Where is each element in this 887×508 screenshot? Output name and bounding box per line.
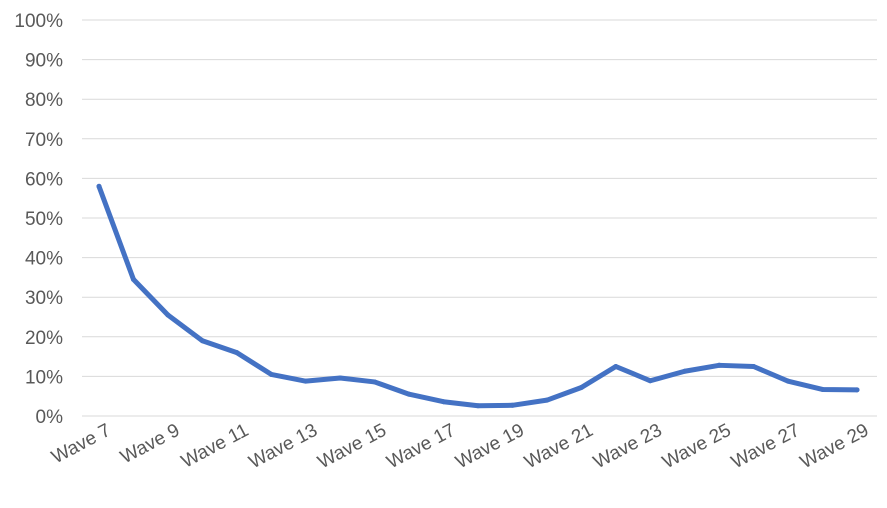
y-tick-label: 30%: [25, 288, 63, 309]
y-tick-label: 60%: [25, 169, 63, 190]
x-tick-label: Wave 19: [452, 420, 527, 473]
data-point: [130, 276, 136, 282]
data-point: [96, 183, 102, 189]
data-point: [854, 387, 860, 393]
data-point: [372, 379, 378, 385]
data-point: [199, 338, 205, 344]
x-tick-label: Wave 23: [590, 420, 665, 473]
y-tick-label: 80%: [25, 90, 63, 111]
data-point: [751, 364, 757, 369]
y-tick-label: 10%: [25, 367, 63, 388]
data-point: [406, 391, 412, 397]
data-point: [268, 371, 274, 377]
data-point: [441, 399, 447, 405]
y-tick-label: 100%: [14, 11, 63, 32]
data-point: [785, 378, 791, 384]
y-tick-label: 90%: [25, 51, 63, 72]
x-tick-label: Wave 9: [117, 420, 183, 468]
data-point: [578, 384, 584, 390]
data-point: [820, 386, 826, 392]
series-group: [96, 183, 860, 409]
x-tick-label: Wave 29: [797, 420, 872, 473]
series-line: [96, 183, 860, 409]
x-tick-label: Wave 17: [383, 420, 458, 473]
data-point: [234, 350, 240, 356]
x-tick-label: Wave 25: [659, 420, 734, 473]
data-point: [475, 403, 481, 409]
y-tick-label: 20%: [25, 328, 63, 349]
x-tick-label: Wave 21: [521, 420, 596, 473]
y-axis-tick-labels: 0% 10% 20% 30% 40% 50% 60% 70% 80% 90% 100%: [14, 11, 63, 428]
data-point: [647, 378, 653, 384]
y-tick-label: 70%: [25, 130, 63, 151]
data-point: [716, 362, 722, 368]
x-tick-label: Wave 15: [315, 420, 390, 473]
gridlines: [82, 19, 877, 417]
data-point: [337, 375, 343, 381]
y-tick-label: 40%: [25, 249, 63, 270]
data-point: [303, 378, 309, 384]
y-tick-label: 0%: [36, 407, 64, 428]
data-point: [509, 402, 515, 408]
x-tick-label: Wave 27: [728, 420, 803, 473]
y-tick-label: 50%: [25, 209, 63, 230]
x-tick-label: Wave 13: [246, 420, 321, 473]
data-point: [682, 368, 688, 374]
x-tick-label: Wave 11: [178, 420, 252, 473]
data-point: [613, 364, 619, 369]
data-point: [544, 397, 550, 403]
data-point: [165, 312, 171, 318]
